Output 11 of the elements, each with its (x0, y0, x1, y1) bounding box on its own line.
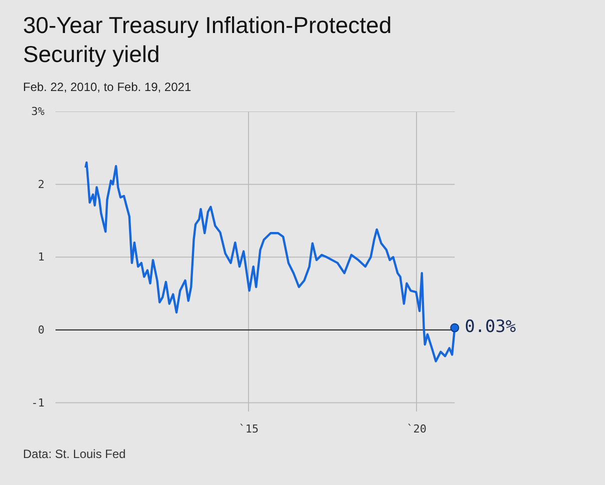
text: Data: St. Louis Fed (23, 446, 126, 463)
chart-subtitle: Feb. 22, 2010, to Feb. 19, 2021 (23, 78, 192, 96)
y-tick-label: -1 (31, 396, 45, 409)
y-tick-label: 3% (31, 104, 45, 118)
y-tick-label: 1 (38, 250, 44, 264)
y-tick-label: 2 (38, 177, 44, 190)
y-tick-label: 0 (38, 323, 44, 336)
annotation: 0.03% (464, 316, 516, 336)
x-tick-label: `15 (238, 422, 259, 436)
x-tick-label: `20 (406, 422, 426, 436)
chart-title: 30-Year Treasury Inflation-Protected Security yield (23, 11, 393, 68)
